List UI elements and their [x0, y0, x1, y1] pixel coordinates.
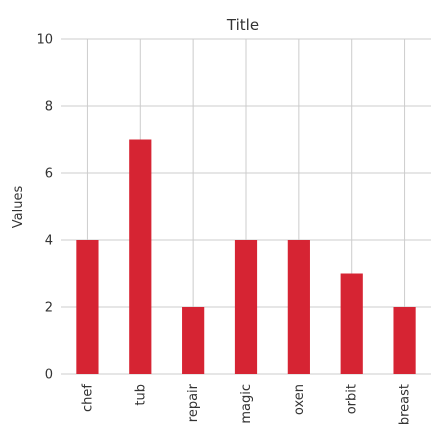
- y-tick-label: 10: [36, 33, 53, 48]
- x-tick-label: tub: [133, 384, 148, 406]
- y-tick-label: 6: [45, 167, 53, 182]
- x-tick-label: repair: [186, 383, 201, 422]
- bar-tub: [129, 139, 152, 374]
- bar-repair: [182, 307, 205, 374]
- y-tick-label: 2: [45, 301, 53, 316]
- y-tick-label: 8: [45, 100, 53, 115]
- x-tick-label: orbit: [345, 384, 360, 414]
- bar-oxen: [287, 240, 310, 374]
- tick-labels: 0 2 4 6 8 10 chef tub repair magic oxen orbit breast: [36, 33, 412, 426]
- grid: [61, 38, 431, 375]
- bar-breast: [393, 307, 416, 374]
- bar-magic: [234, 240, 258, 374]
- x-tick-label: oxen: [292, 384, 307, 415]
- y-tick-label: 0: [45, 368, 53, 383]
- y-tick-label: 4: [45, 234, 53, 249]
- x-tick-label: breast: [398, 384, 413, 425]
- bar-orbit: [340, 273, 363, 374]
- x-tick-label: chef: [80, 384, 95, 412]
- y-axis-label: Values: [11, 186, 26, 229]
- bar-chef: [76, 240, 99, 374]
- bars: [76, 139, 416, 374]
- chart-title: Title: [226, 16, 259, 34]
- x-tick-label: magic: [239, 384, 254, 424]
